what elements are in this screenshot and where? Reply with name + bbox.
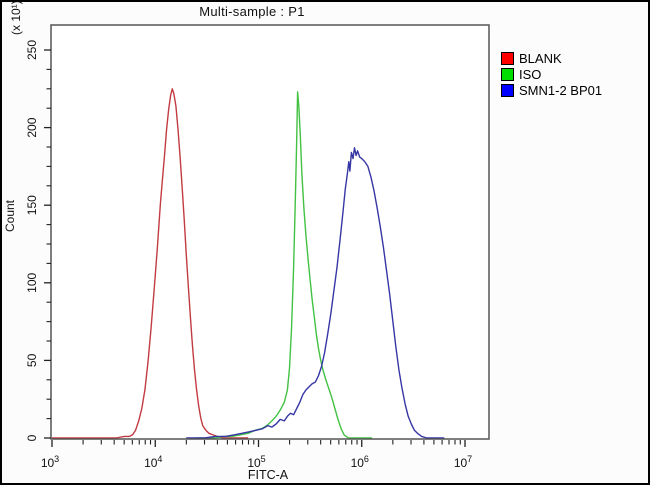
legend-label: ISO <box>519 66 542 82</box>
y-tick-label: 0 <box>25 434 39 441</box>
legend-swatch-blue <box>501 83 514 97</box>
y-tick-label: 100 <box>25 272 39 292</box>
plot-frame <box>50 24 490 440</box>
legend: BLANK ISO SMN1-2 BP01 <box>501 50 602 98</box>
y-tick-label: 250 <box>25 40 39 60</box>
legend-swatch-red <box>501 51 514 65</box>
plot-background <box>51 25 489 439</box>
y-tick-label: 50 <box>25 353 39 367</box>
y-tick-label: 200 <box>25 117 39 137</box>
y-tick-label: 150 <box>25 195 39 215</box>
legend-label: BLANK <box>519 50 562 66</box>
chart-title: Multi-sample : P1 <box>199 4 305 19</box>
curve-blank <box>52 88 249 439</box>
legend-item-blank: BLANK <box>501 50 602 66</box>
curve-smn1-2-bp01 <box>186 147 445 439</box>
legend-item-smn1-2-bp01: SMN1-2 BP01 <box>501 82 602 98</box>
legend-label: SMN1-2 BP01 <box>519 82 603 98</box>
legend-swatch-green <box>501 67 514 81</box>
x-axis-title: FITC-A <box>247 468 289 482</box>
legend-item-iso: ISO <box>501 66 602 82</box>
